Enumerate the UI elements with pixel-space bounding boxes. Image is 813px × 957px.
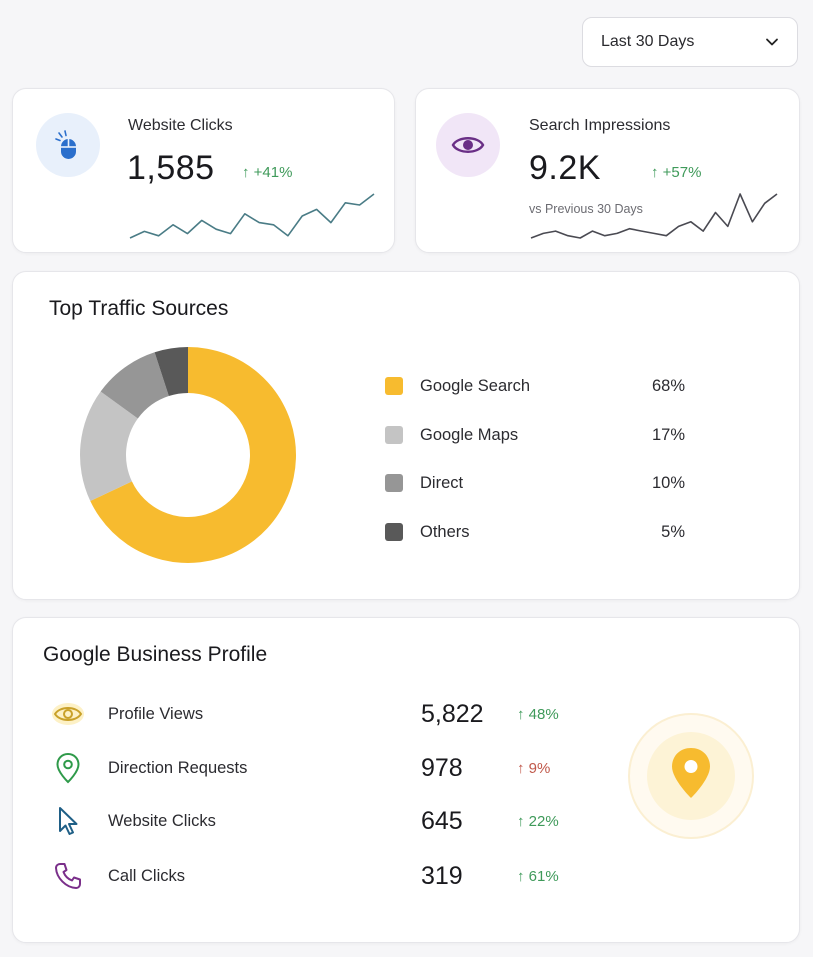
legend-swatch-google-search: [385, 377, 403, 395]
legend-label-google-search: Google Search: [420, 376, 531, 395]
eye-icon: [451, 137, 485, 153]
gbp-row-website-clicks: Website Clicks 645 ↑ 22%: [51, 803, 591, 839]
period-dropdown[interactable]: Last 30 Days: [582, 17, 798, 67]
gbp-row-profile-views: Profile Views 5,822 ↑ 48%: [51, 696, 591, 732]
gbp-label-call-clicks: Call Clicks: [108, 866, 186, 885]
legend-item-google-maps: Google Maps 17%: [385, 423, 685, 447]
legend-label-others: Others: [420, 522, 470, 541]
gbp-value-call-clicks: 319: [421, 861, 463, 890]
gbp-row-direction-requests: Direction Requests 978 ↑ 9%: [51, 750, 591, 786]
legend-label-google-maps: Google Maps: [420, 425, 519, 444]
search-impressions-title: Search Impressions: [529, 117, 671, 134]
location-pin-icon: [51, 751, 85, 785]
period-dropdown-label: Last 30 Days: [601, 33, 695, 50]
donut-slice-google-maps: [80, 391, 138, 501]
gbp-label-website-clicks: Website Clicks: [108, 811, 216, 830]
search-impressions-sub: vs Previous 30 Days: [529, 202, 643, 216]
search-impressions-change: ↑ +57%: [651, 164, 702, 181]
gbp-row-call-clicks: Call Clicks 319 ↑ 61%: [51, 858, 591, 894]
cursor-icon: [51, 804, 85, 838]
donut-slice-google-search: [90, 347, 296, 563]
gbp-value-direction-requests: 978: [421, 753, 463, 782]
legend-label-direct: Direct: [420, 473, 464, 492]
website-clicks-title: Website Clicks: [128, 117, 233, 134]
donut-slice-others: [154, 347, 188, 397]
website-clicks-sparkline: [129, 193, 375, 239]
search-impressions-card: Search Impressions 9.2K ↑ +57% vs Previo…: [415, 88, 800, 253]
website-clicks-change: ↑ +41%: [242, 164, 293, 181]
website-clicks-card: Website Clicks 1,585 ↑ +41%: [12, 88, 395, 253]
legend-swatch-google-maps: [385, 426, 403, 444]
legend-item-google-search: Google Search 68%: [385, 374, 685, 398]
legend-pct-google-search: 68%: [651, 376, 685, 395]
business-profile-card: Google Business Profile Profile Views 5,…: [12, 617, 800, 943]
gbp-label-profile-views: Profile Views: [108, 704, 204, 723]
website-clicks-icon-wrap: [36, 113, 100, 177]
mouse-icon: [55, 130, 76, 159]
website-clicks-sparkline-line: [129, 193, 375, 239]
business-profile-title: Google Business Profile: [43, 643, 268, 666]
search-impressions-icon-wrap: [436, 113, 500, 177]
gbp-label-direction-requests: Direction Requests: [108, 758, 248, 777]
search-impressions-value: 9.2K: [529, 149, 601, 187]
donut-slice-direct: [100, 352, 169, 419]
legend-pct-google-maps: 17%: [651, 425, 685, 444]
gbp-change-website-clicks: ↑ 22%: [517, 812, 559, 830]
gbp-change-direction-requests: ↑ 9%: [517, 759, 551, 777]
traffic-sources-title: Top Traffic Sources: [49, 297, 229, 320]
legend-pct-direct: 10%: [651, 473, 685, 492]
search-impressions-sparkline: [530, 193, 778, 239]
phone-icon: [51, 859, 85, 893]
traffic-donut-chart: [80, 347, 296, 563]
traffic-sources-card: Top Traffic Sources Google Search 68% Goog…: [12, 271, 800, 600]
legend-swatch-others: [385, 523, 403, 541]
gbp-value-profile-views: 5,822: [421, 699, 484, 728]
legend-item-direct: Direct 10%: [385, 471, 685, 495]
legend-item-others: Others 5%: [385, 520, 685, 544]
search-impressions-sparkline-line: [530, 193, 778, 239]
gbp-value-website-clicks: 645: [421, 806, 463, 835]
eye-icon: [51, 697, 85, 731]
website-clicks-value: 1,585: [127, 149, 215, 187]
legend-pct-others: 5%: [661, 522, 685, 541]
chevron-down-icon: [766, 38, 778, 46]
map-pin-icon: [628, 713, 754, 839]
gbp-change-call-clicks: ↑ 61%: [517, 867, 559, 885]
gbp-change-profile-views: ↑ 48%: [517, 705, 559, 723]
legend-swatch-direct: [385, 474, 403, 492]
